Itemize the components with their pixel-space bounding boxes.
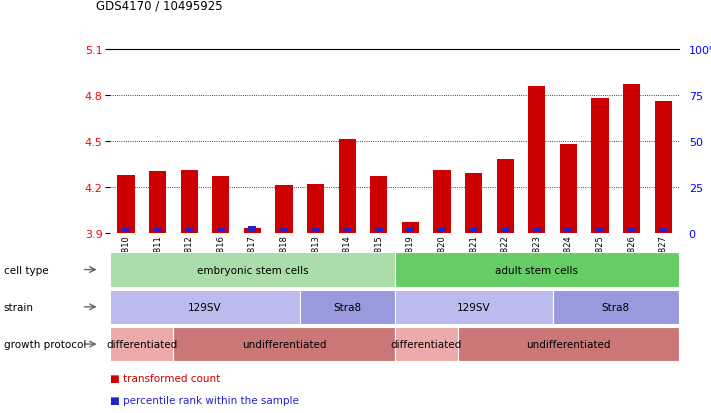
Text: ■ percentile rank within the sample: ■ percentile rank within the sample: [110, 395, 299, 405]
Text: differentiated: differentiated: [106, 339, 178, 349]
Bar: [122, 228, 130, 233]
Bar: [623, 85, 641, 233]
Bar: [470, 228, 478, 233]
Text: Stra8: Stra8: [333, 302, 361, 312]
Bar: [407, 229, 415, 233]
Text: adult stem cells: adult stem cells: [496, 265, 578, 275]
Bar: [465, 173, 482, 233]
Text: growth protocol: growth protocol: [4, 339, 86, 349]
Text: 129SV: 129SV: [456, 302, 491, 312]
Text: strain: strain: [4, 302, 33, 312]
Bar: [248, 226, 256, 233]
Bar: [343, 228, 351, 233]
Text: embryonic stem cells: embryonic stem cells: [197, 265, 308, 275]
Bar: [307, 184, 324, 233]
Text: Stra8: Stra8: [602, 302, 630, 312]
Bar: [533, 228, 540, 233]
Text: undifferentiated: undifferentiated: [526, 339, 611, 349]
Bar: [370, 177, 387, 233]
Bar: [655, 102, 672, 233]
Bar: [565, 228, 572, 233]
Bar: [375, 228, 383, 233]
Bar: [592, 99, 609, 233]
Text: cell type: cell type: [4, 265, 48, 275]
Bar: [501, 228, 509, 233]
Bar: [186, 228, 193, 233]
Bar: [433, 171, 451, 233]
Bar: [402, 223, 419, 233]
Bar: [528, 86, 545, 233]
Bar: [212, 177, 230, 233]
Bar: [117, 175, 134, 233]
Bar: [280, 228, 288, 233]
Text: undifferentiated: undifferentiated: [242, 339, 326, 349]
Bar: [438, 228, 446, 233]
Bar: [181, 171, 198, 233]
Text: differentiated: differentiated: [390, 339, 462, 349]
Bar: [244, 229, 261, 233]
Bar: [338, 140, 356, 233]
Text: 129SV: 129SV: [188, 302, 222, 312]
Bar: [311, 228, 319, 233]
Bar: [560, 145, 577, 233]
Text: ■ transformed count: ■ transformed count: [110, 373, 220, 383]
Bar: [496, 160, 514, 233]
Bar: [628, 228, 636, 233]
Bar: [275, 186, 293, 233]
Text: GDS4170 / 10495925: GDS4170 / 10495925: [96, 0, 223, 12]
Bar: [154, 228, 161, 233]
Bar: [217, 228, 225, 233]
Bar: [149, 172, 166, 233]
Bar: [659, 228, 667, 233]
Bar: [596, 228, 604, 233]
